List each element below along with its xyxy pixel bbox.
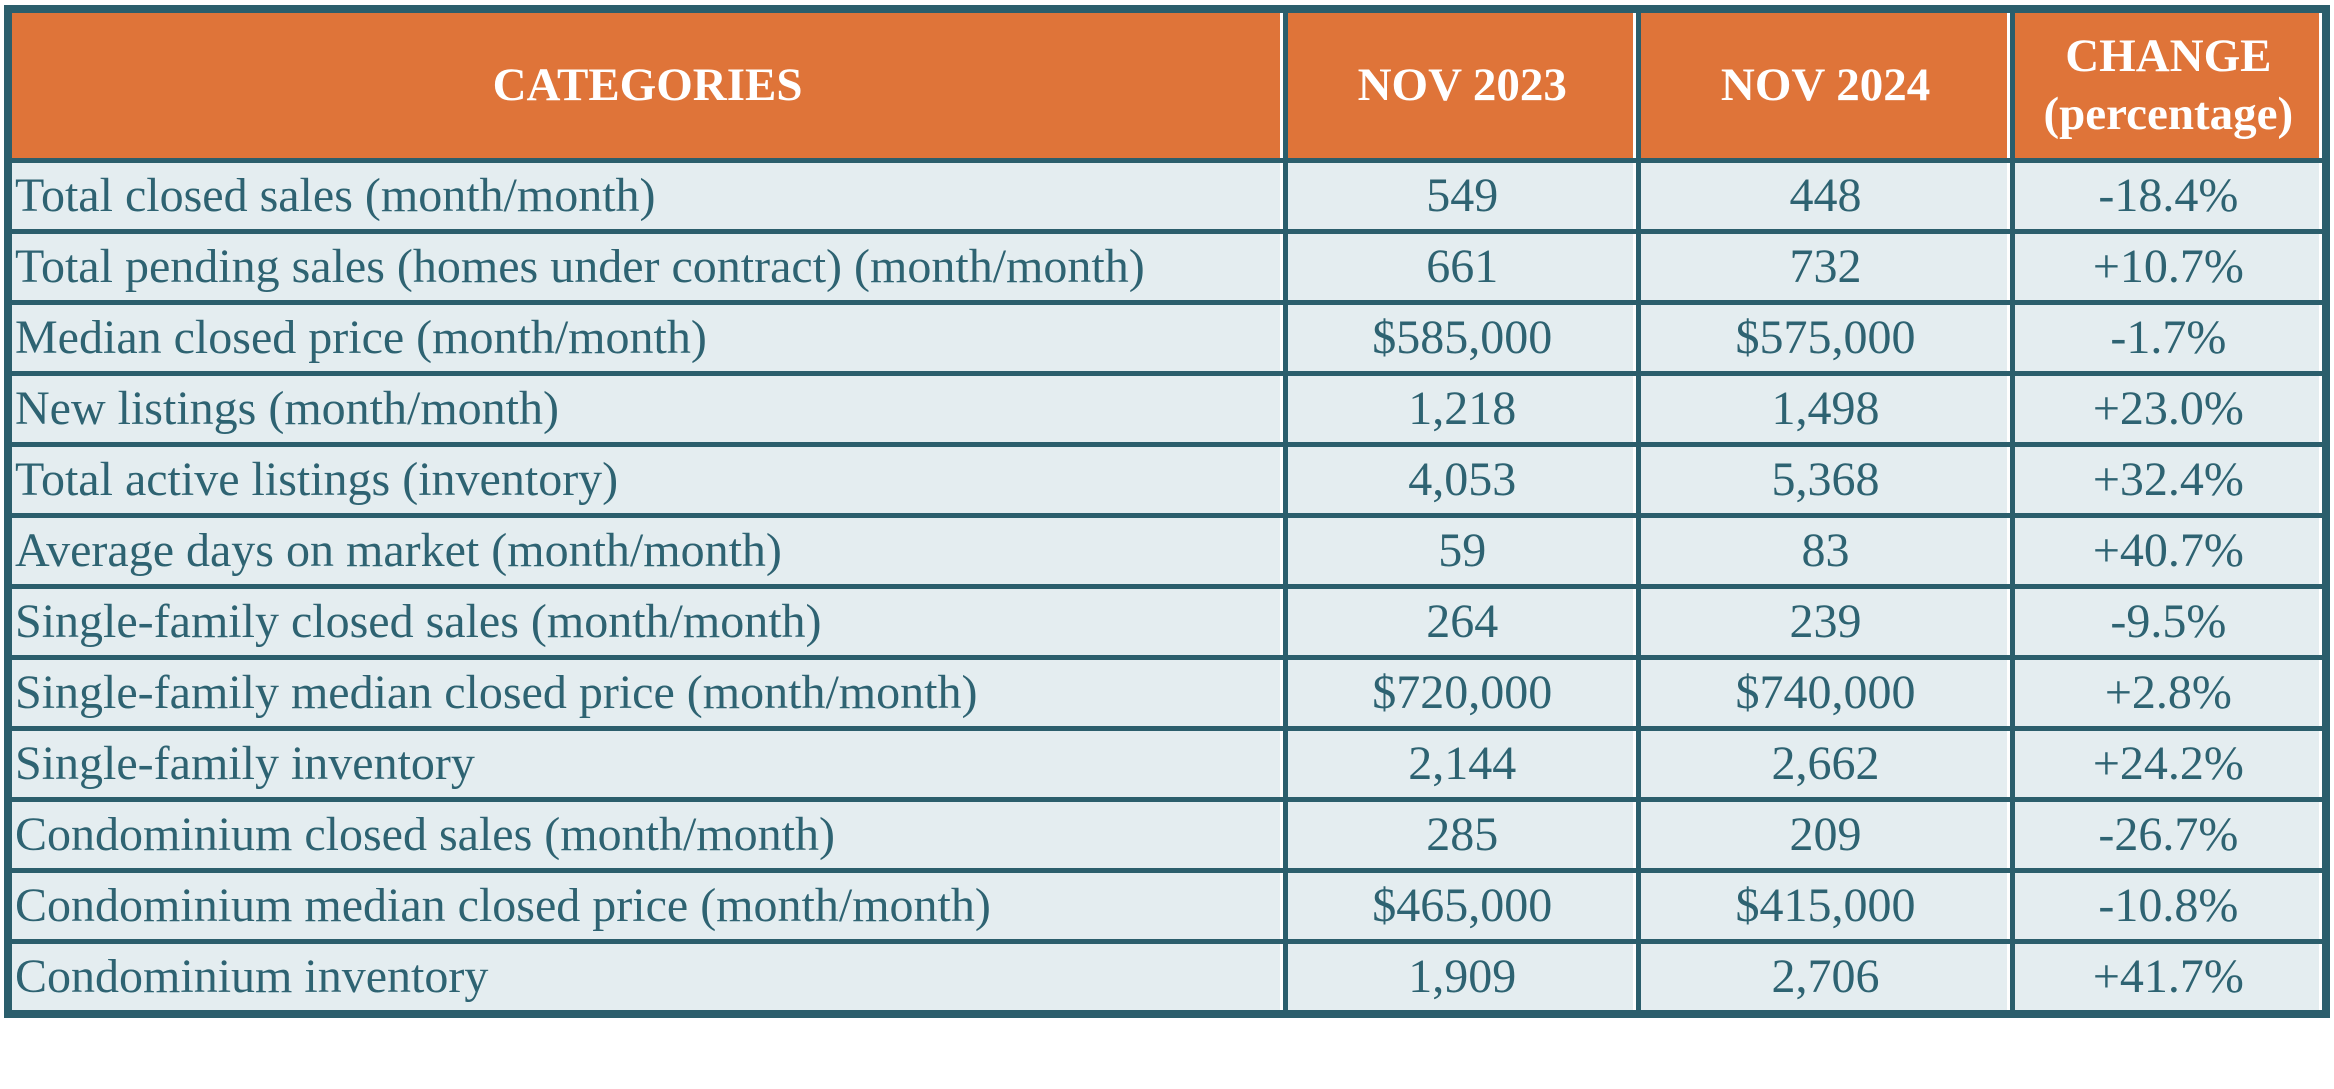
table-row: Average days on market (month/month) 59 …	[12, 513, 2322, 584]
category-cell: Condominium closed sales (month/month)	[12, 797, 1289, 868]
market-stats-table: CATEGORIES NOV 2023 NOV 2024 CHANGE (per…	[12, 13, 2322, 1010]
table-row: Single-family median closed price (month…	[12, 655, 2322, 726]
category-cell: Total active listings (inventory)	[12, 442, 1289, 513]
change-cell: +40.7%	[2014, 513, 2322, 584]
nov-2023-cell: 4,053	[1288, 442, 1642, 513]
table-row: Total closed sales (month/month) 549 448…	[12, 158, 2322, 229]
nov-2023-cell: 1,218	[1288, 371, 1642, 442]
change-cell: +41.7%	[2014, 939, 2322, 1010]
nov-2024-cell: 2,706	[1641, 939, 2015, 1010]
nov-2024-cell: 5,368	[1641, 442, 2015, 513]
nov-2023-cell: 549	[1288, 158, 1642, 229]
table-row: New listings (month/month) 1,218 1,498 +…	[12, 371, 2322, 442]
nov-2024-cell: 732	[1641, 229, 2015, 300]
nov-2023-cell: 285	[1288, 797, 1642, 868]
table-row: Condominium closed sales (month/month) 2…	[12, 797, 2322, 868]
nov-2023-cell: $720,000	[1288, 655, 1642, 726]
change-cell: +24.2%	[2014, 726, 2322, 797]
nov-2024-cell: 209	[1641, 797, 2015, 868]
category-cell: Single-family inventory	[12, 726, 1289, 797]
nov-2024-cell: 83	[1641, 513, 2015, 584]
nov-2024-cell: $415,000	[1641, 868, 2015, 939]
nov-2023-cell: 59	[1288, 513, 1642, 584]
change-cell: -26.7%	[2014, 797, 2322, 868]
change-cell: +32.4%	[2014, 442, 2322, 513]
nov-2023-cell: 1,909	[1288, 939, 1642, 1010]
nov-2023-cell: 2,144	[1288, 726, 1642, 797]
change-cell: +2.8%	[2014, 655, 2322, 726]
market-stats-table-container: CATEGORIES NOV 2023 NOV 2024 CHANGE (per…	[4, 5, 2330, 1018]
change-cell: -18.4%	[2014, 158, 2322, 229]
category-cell: Total closed sales (month/month)	[12, 158, 1289, 229]
category-cell: Single-family closed sales (month/month)	[12, 584, 1289, 655]
header-row: CATEGORIES NOV 2023 NOV 2024 CHANGE (per…	[12, 13, 2322, 158]
change-cell: -10.8%	[2014, 868, 2322, 939]
category-cell: Median closed price (month/month)	[12, 300, 1289, 371]
nov-2023-cell: $465,000	[1288, 868, 1642, 939]
change-cell: +10.7%	[2014, 229, 2322, 300]
table-row: Single-family closed sales (month/month)…	[12, 584, 2322, 655]
column-header-nov-2023: NOV 2023	[1288, 13, 1642, 158]
change-cell: +23.0%	[2014, 371, 2322, 442]
nov-2024-cell: 448	[1641, 158, 2015, 229]
table-row: Single-family inventory 2,144 2,662 +24.…	[12, 726, 2322, 797]
column-header-nov-2024: NOV 2024	[1641, 13, 2015, 158]
table-row: Median closed price (month/month) $585,0…	[12, 300, 2322, 371]
nov-2024-cell: 2,662	[1641, 726, 2015, 797]
category-cell: New listings (month/month)	[12, 371, 1289, 442]
nov-2024-cell: $575,000	[1641, 300, 2015, 371]
nov-2023-cell: 264	[1288, 584, 1642, 655]
nov-2024-cell: 239	[1641, 584, 2015, 655]
change-cell: -1.7%	[2014, 300, 2322, 371]
nov-2023-cell: $585,000	[1288, 300, 1642, 371]
nov-2024-cell: $740,000	[1641, 655, 2015, 726]
nov-2024-cell: 1,498	[1641, 371, 2015, 442]
category-cell: Condominium median closed price (month/m…	[12, 868, 1289, 939]
category-cell: Average days on market (month/month)	[12, 513, 1289, 584]
table-row: Condominium median closed price (month/m…	[12, 868, 2322, 939]
category-cell: Single-family median closed price (month…	[12, 655, 1289, 726]
nov-2023-cell: 661	[1288, 229, 1642, 300]
change-cell: -9.5%	[2014, 584, 2322, 655]
table-row: Total pending sales (homes under contrac…	[12, 229, 2322, 300]
column-header-categories: CATEGORIES	[12, 13, 1289, 158]
category-cell: Total pending sales (homes under contrac…	[12, 229, 1289, 300]
category-cell: Condominium inventory	[12, 939, 1289, 1010]
table-row: Total active listings (inventory) 4,053 …	[12, 442, 2322, 513]
column-header-change: CHANGE (percentage)	[2014, 13, 2322, 158]
table-row: Condominium inventory 1,909 2,706 +41.7%	[12, 939, 2322, 1010]
